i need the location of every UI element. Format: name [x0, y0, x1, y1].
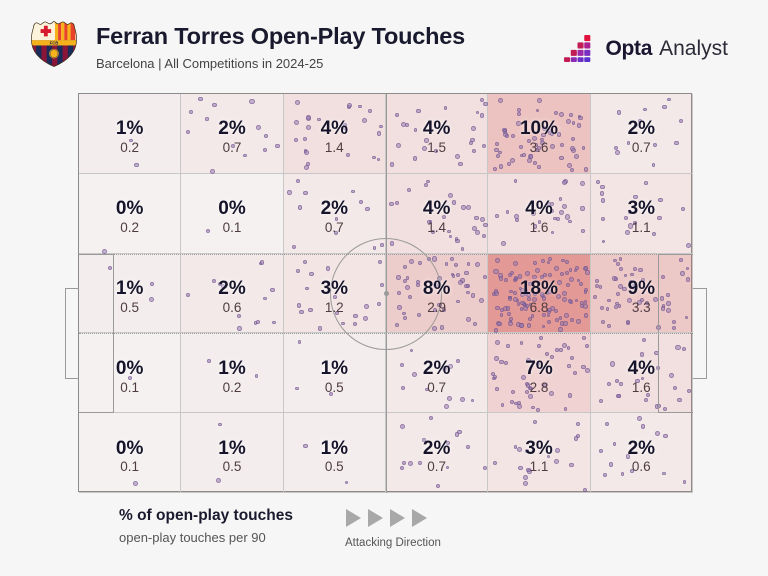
svg-text:FCB: FCB [50, 41, 59, 46]
